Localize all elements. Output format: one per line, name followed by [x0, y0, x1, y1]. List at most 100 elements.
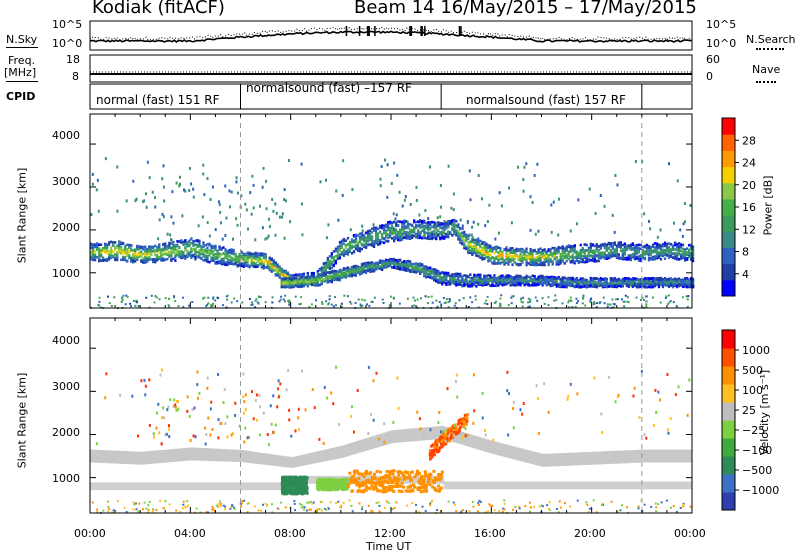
power-cell [489, 275, 492, 279]
power-cell [517, 263, 520, 266]
power-cell [405, 236, 408, 240]
power-cell [643, 278, 647, 282]
power-cell [352, 270, 356, 274]
power-cell [481, 242, 484, 245]
power-cell [421, 225, 424, 228]
power-cell [168, 243, 171, 247]
power-cell [222, 262, 225, 266]
power-cell [447, 219, 450, 223]
power-cell [372, 241, 376, 245]
power-cell [639, 285, 643, 289]
power-cell [677, 250, 681, 253]
power-cell [118, 244, 121, 247]
power-cell [338, 276, 342, 280]
power-cell [216, 262, 219, 265]
power-cell [204, 258, 207, 262]
power-cell [388, 258, 392, 261]
power-cell [268, 256, 271, 260]
power-cell [246, 251, 249, 255]
power-cell [405, 230, 408, 234]
power-cell [471, 282, 474, 286]
power-cell [655, 247, 659, 250]
power-cell [497, 251, 500, 255]
power-cell [453, 280, 456, 283]
power-cell [613, 251, 616, 254]
power-cell [433, 277, 436, 280]
power-cell [543, 248, 546, 251]
power-cell [647, 252, 651, 255]
power-cell [473, 249, 476, 253]
power-cell [607, 285, 610, 288]
power-cell [212, 250, 215, 253]
power-cell [569, 260, 572, 263]
power-cell [310, 276, 313, 280]
power-cell [679, 249, 683, 253]
power-cell [192, 254, 195, 257]
power-cell [230, 248, 233, 251]
freq-tick-bottom: 8 [72, 70, 79, 83]
power-cell [374, 234, 378, 238]
power-cell [234, 261, 237, 265]
power-cell [605, 254, 608, 257]
power-cell [511, 250, 514, 253]
power-cell [126, 251, 129, 255]
power-cell [403, 262, 406, 265]
power-cell [386, 227, 390, 230]
power-cell [481, 281, 484, 285]
power-cell [459, 279, 462, 282]
power-cell [653, 279, 657, 282]
power-cell [405, 269, 408, 272]
power-cell [457, 277, 460, 281]
power-cell [202, 245, 205, 249]
power-cell [443, 226, 446, 229]
power-cell [483, 243, 486, 247]
power-cell [441, 222, 444, 225]
power-cell [372, 245, 376, 248]
power-cell [282, 283, 285, 287]
power-cell [288, 280, 291, 283]
power-cell [136, 256, 139, 259]
power-cell [425, 236, 428, 240]
power-cell [112, 254, 115, 258]
power-cell [547, 263, 550, 267]
power-cell [477, 273, 480, 277]
power-cell [593, 258, 596, 261]
power-cell [617, 242, 620, 246]
power-cell [495, 279, 498, 283]
power-cell [533, 259, 536, 263]
power-cell [174, 253, 177, 257]
power-cell [431, 271, 434, 274]
power-cell [451, 227, 454, 230]
power-cell [643, 252, 647, 256]
power-cell [489, 253, 492, 257]
power-cell [427, 235, 430, 239]
power-cell [587, 246, 590, 250]
power-cell [625, 277, 628, 280]
power-cell [328, 255, 331, 258]
power-cell [591, 251, 594, 255]
power-cell [529, 250, 532, 254]
power-cell [304, 282, 307, 286]
power-cell [555, 260, 558, 263]
power-cell [372, 269, 376, 272]
power-cell [641, 250, 645, 253]
power-cell [661, 278, 665, 281]
power-cell [358, 273, 362, 276]
power-cell [196, 254, 199, 258]
power-cell [340, 253, 344, 256]
power-cell [288, 273, 291, 277]
power-cell [382, 260, 386, 263]
power-cell [483, 251, 486, 255]
power-cell [451, 233, 454, 237]
power-cell [326, 275, 329, 278]
power-cell [120, 242, 123, 246]
power-cell [645, 248, 649, 252]
power-cell [457, 238, 460, 241]
power-cell [106, 246, 109, 250]
power-cell [417, 220, 420, 223]
power-cell [692, 246, 695, 249]
power-cell [509, 280, 512, 284]
power-cell [270, 258, 273, 262]
power-cell [639, 281, 643, 284]
power-cell [214, 256, 217, 259]
